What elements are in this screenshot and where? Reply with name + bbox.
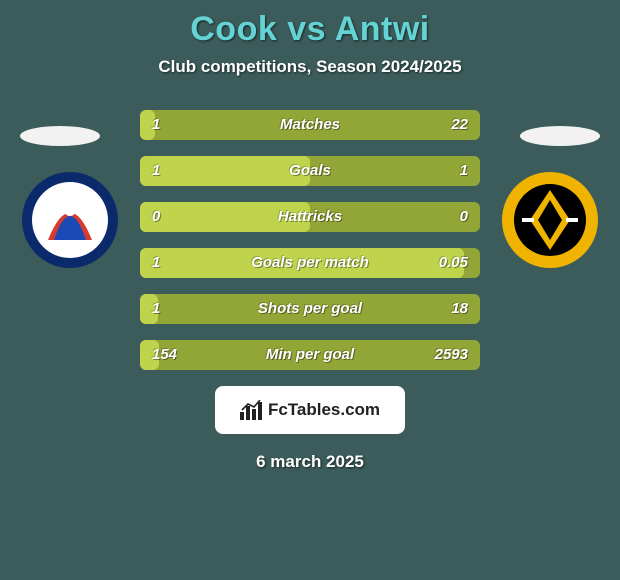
right-club-crest [500, 170, 600, 270]
comparison-date: 6 march 2025 [0, 452, 620, 472]
stat-right-value: 18 [451, 294, 468, 324]
subtitle: Club competitions, Season 2024/2025 [0, 57, 620, 77]
stat-label: Matches [140, 110, 480, 140]
fctables-logo-icon [240, 400, 262, 420]
page-title: Cook vs Antwi [0, 0, 620, 49]
stat-row: 154Min per goal2593 [140, 340, 480, 370]
left-club-crest [20, 170, 120, 270]
branding-badge[interactable]: FcTables.com [215, 386, 405, 434]
branding-text: FcTables.com [268, 400, 380, 420]
stat-row: 1Matches22 [140, 110, 480, 140]
stat-right-value: 0 [460, 202, 468, 232]
stat-right-value: 22 [451, 110, 468, 140]
stat-row: 1Goals per match0.05 [140, 248, 480, 278]
content-area: 1Matches221Goals10Hattricks01Goals per m… [0, 110, 620, 472]
stats-bars: 1Matches221Goals10Hattricks01Goals per m… [140, 110, 480, 370]
stat-right-value: 0.05 [439, 248, 468, 278]
stat-label: Goals [140, 156, 480, 186]
stat-label: Goals per match [140, 248, 480, 278]
stat-label: Shots per goal [140, 294, 480, 324]
comparison-card: Cook vs Antwi Club competitions, Season … [0, 0, 620, 580]
chesterfield-crest-icon [20, 170, 120, 270]
stat-row: 0Hattricks0 [140, 202, 480, 232]
stat-label: Hattricks [140, 202, 480, 232]
right-ellipse [520, 126, 600, 146]
stat-label: Min per goal [140, 340, 480, 370]
stat-right-value: 1 [460, 156, 468, 186]
stat-row: 1Shots per goal18 [140, 294, 480, 324]
stat-right-value: 2593 [435, 340, 468, 370]
stat-row: 1Goals1 [140, 156, 480, 186]
left-ellipse [20, 126, 100, 146]
newport-crest-icon [500, 170, 600, 270]
